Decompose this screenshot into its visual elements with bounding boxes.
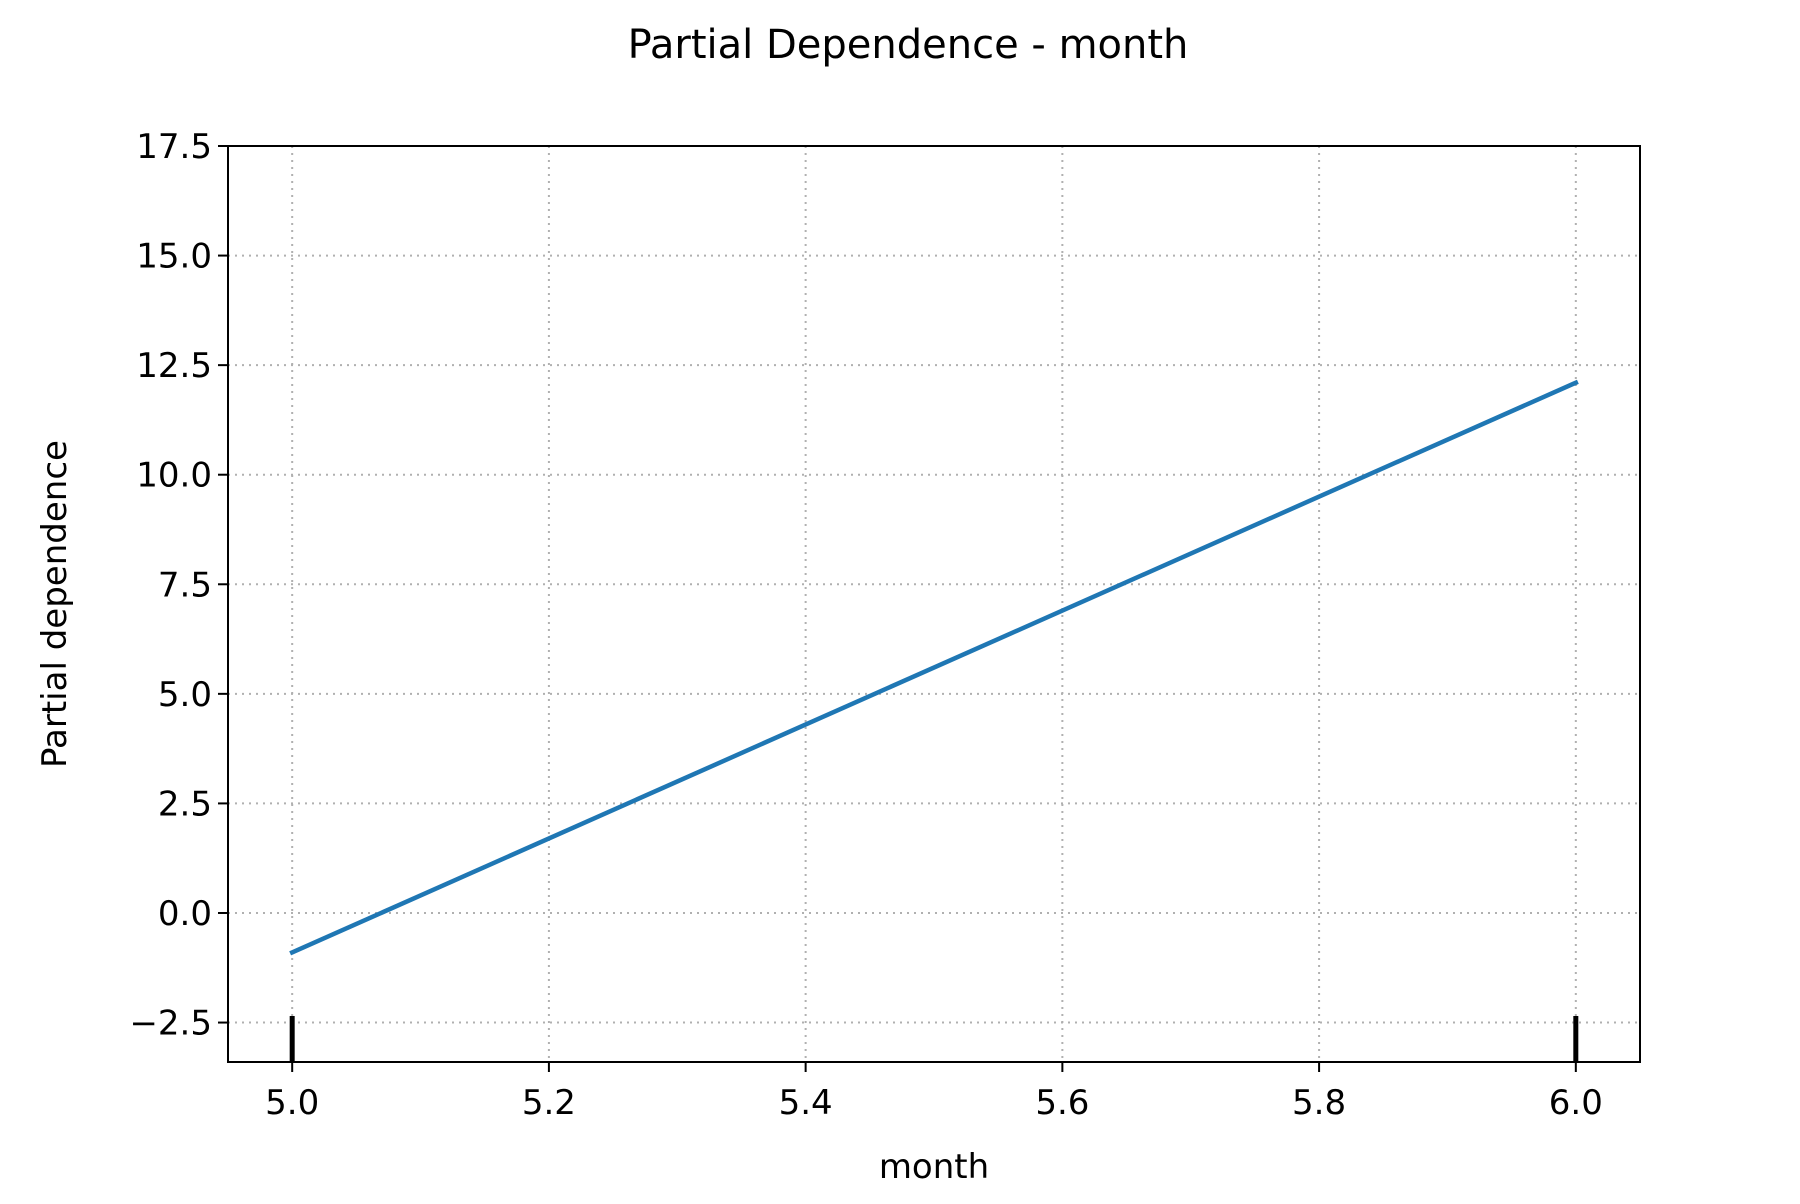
- series-lines: [289, 379, 1579, 956]
- y-tick-label: 15.0: [136, 237, 212, 277]
- y-tick-label: 17.5: [136, 127, 212, 167]
- x-axis-ticks: 5.0 5.2 5.4 5.6 5.8 6.0: [265, 1062, 1603, 1123]
- x-tick-label: 5.2: [522, 1083, 576, 1123]
- y-tick-label: 7.5: [158, 565, 212, 605]
- y-tick-label: 5.0: [158, 675, 212, 715]
- x-tick-label: 5.8: [1292, 1083, 1346, 1123]
- rug-marks: [289, 1016, 1579, 1062]
- y-tick-label: 10.0: [136, 456, 212, 496]
- x-axis-label: month: [879, 1147, 989, 1187]
- y-tick-label: −2.5: [129, 1004, 212, 1044]
- y-axis-ticks: −2.5 0.0 2.5 5.0 7.5 10.0 12.5 15.0 17.5: [129, 127, 228, 1044]
- x-tick-label: 5.0: [265, 1083, 319, 1123]
- x-tick-label: 6.0: [1549, 1083, 1603, 1123]
- y-axis-label: Partial dependence: [35, 440, 75, 768]
- plot-frame: [227, 145, 1641, 1063]
- x-tick-label: 5.4: [779, 1083, 833, 1123]
- x-tick-label: 5.6: [1035, 1083, 1089, 1123]
- chart-title: Partial Dependence - month: [628, 22, 1189, 68]
- y-tick-label: 2.5: [158, 784, 212, 824]
- series-line: [289, 379, 1579, 956]
- y-tick-label: 0.0: [158, 894, 212, 934]
- grid: [228, 145, 1640, 1062]
- y-tick-label: 12.5: [136, 346, 212, 386]
